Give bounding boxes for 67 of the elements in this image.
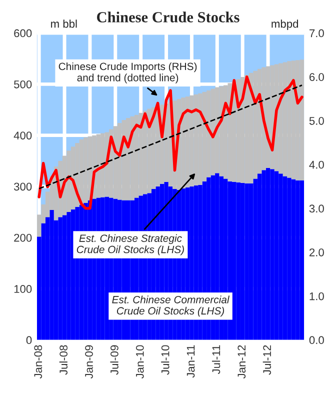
x-tick-label: Jan-11	[186, 345, 195, 378]
y2-tick-label: 4.0	[309, 160, 324, 169]
x-tick-label: Jul-11	[212, 345, 220, 374]
y2-axis-title: mbpd	[272, 20, 298, 30]
bar	[147, 108, 152, 194]
bar	[100, 133, 105, 198]
bar	[206, 90, 211, 178]
bar	[296, 180, 300, 340]
bar	[232, 182, 236, 340]
text: Est. Chinese Strategic Crude Oil Stocks (LHS)	[76, 234, 184, 256]
y-tick-label: 500	[14, 80, 32, 88]
bar	[66, 212, 71, 340]
bar	[300, 60, 304, 180]
bar	[291, 179, 296, 340]
y-tick-label: 0	[26, 336, 32, 344]
x-tick-label: Jul-09	[110, 345, 118, 375]
bar	[278, 63, 283, 174]
series-label: Est. Chinese Commercial Crude Oil Stocks (LHS)	[112, 296, 230, 317]
chart-title: Chinese Crude Stocks	[97, 12, 240, 22]
y2-tick-label: 3.0	[309, 204, 324, 213]
bar	[262, 170, 266, 340]
y-tick-label: 100	[14, 285, 32, 293]
x-tick-label: Jul-10	[161, 345, 170, 375]
bar	[181, 97, 186, 189]
bar	[62, 215, 67, 340]
bar	[198, 93, 202, 185]
bar	[257, 174, 262, 340]
bar	[84, 137, 88, 203]
bar	[194, 94, 198, 186]
y2-tick-label: 0.0	[309, 336, 324, 344]
bar	[66, 150, 71, 212]
line-series	[38, 75, 304, 210]
bar	[278, 174, 283, 340]
bar	[236, 182, 240, 340]
y2-tick-label: 1.0	[310, 292, 324, 300]
bar	[58, 217, 62, 340]
x-tick-label: Jan-09	[85, 345, 93, 379]
y-tick-label: 600	[14, 29, 32, 38]
bar	[266, 168, 270, 340]
bar	[240, 182, 245, 340]
bar	[244, 183, 249, 340]
bar	[138, 112, 143, 196]
x-tick-label: Jan-08	[34, 345, 42, 379]
annotation: Chinese Crude Imports (RHS) and trend (dotted line)	[58, 62, 197, 84]
y-tick-label: 300	[14, 182, 32, 191]
bar	[215, 87, 220, 174]
x-tick-label: Jul-12	[262, 345, 272, 375]
x-tick-label: Jan-10	[136, 345, 144, 379]
bar	[282, 62, 288, 176]
y-tick-label: 200	[14, 234, 32, 242]
y-tick-label: 400	[14, 132, 32, 140]
bar	[282, 176, 288, 340]
y2-tick-label: 5.0	[309, 116, 324, 125]
bar	[50, 210, 54, 340]
y2-tick-label: 2.0	[310, 248, 324, 256]
y2-tick-label: 6.0	[310, 73, 324, 82]
bar	[300, 180, 304, 340]
bar	[287, 178, 292, 340]
y-axis-title: m bbl	[51, 20, 77, 28]
bar	[248, 183, 254, 340]
bar	[270, 169, 274, 340]
x-tick-label: Jan-12	[238, 345, 246, 379]
bar	[274, 171, 279, 340]
x-tick-label: Jul-08	[59, 345, 68, 375]
y2-tick-label: 7.0	[310, 29, 324, 38]
bar	[287, 61, 292, 178]
bar	[296, 60, 300, 180]
